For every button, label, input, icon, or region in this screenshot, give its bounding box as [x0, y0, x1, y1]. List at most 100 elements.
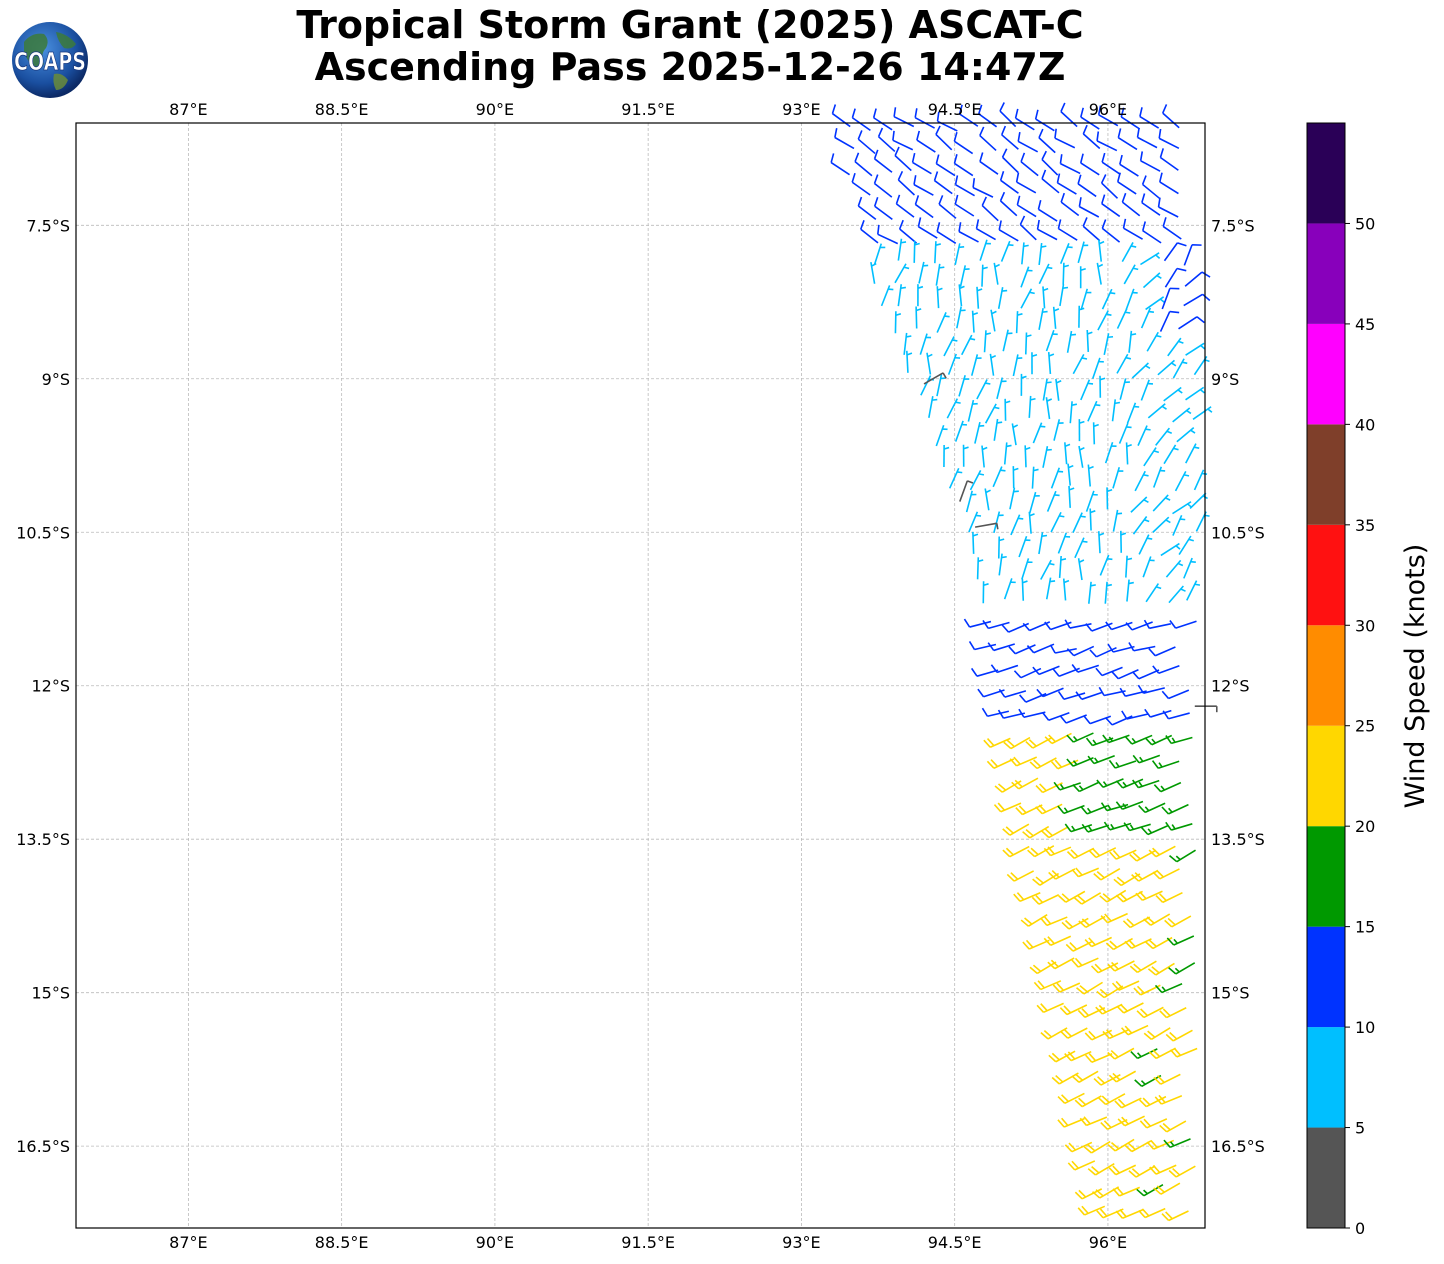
wind-barb [1031, 894, 1060, 905]
wind-barb [1045, 329, 1058, 352]
wind-barb [1043, 935, 1072, 947]
wind-barb [895, 194, 915, 218]
wind-barb [1060, 102, 1078, 128]
wind-barb [1155, 427, 1173, 446]
wind-barb [1121, 192, 1141, 217]
wind-barb [1148, 646, 1176, 657]
wind-barb [1129, 849, 1157, 862]
wind-barb [1125, 288, 1138, 310]
wind-barb [1042, 711, 1070, 721]
wind-barb [918, 261, 929, 284]
wind-barb [1183, 243, 1202, 266]
wind-barb [926, 352, 933, 375]
wind-barb [1042, 286, 1049, 309]
colorbar-bin [1307, 524, 1345, 626]
wind-barb [1139, 107, 1160, 129]
wind-barb [1021, 578, 1028, 601]
wind-barb [981, 196, 999, 222]
wind-barb [1141, 193, 1161, 216]
wind-barb [1042, 378, 1052, 401]
wind-barb [1089, 646, 1117, 658]
wind-barb [1167, 337, 1184, 357]
wind-barb [1040, 916, 1068, 927]
colorbar-tick-label: 15 [1355, 918, 1375, 937]
wind-barb [1141, 221, 1162, 244]
wind-barb [1107, 1138, 1135, 1152]
wind-barb [1040, 1027, 1068, 1040]
wind-barb [1131, 669, 1160, 680]
wind-barb [1025, 736, 1053, 749]
wind-barb [1049, 644, 1077, 654]
wind-barb [972, 531, 979, 554]
map-title: Tropical Storm Grant (2025) ASCAT-C Asce… [0, 4, 1380, 88]
lon-tick-label-bottom: 93°E [782, 1233, 820, 1252]
wind-barb [1121, 242, 1137, 263]
wind-barb [1064, 823, 1093, 833]
wind-barb [1041, 150, 1059, 176]
wind-barb [1115, 890, 1143, 903]
wind-barb [1159, 148, 1179, 171]
wind-barb [1142, 272, 1162, 289]
wind-barb [1013, 667, 1042, 679]
wind-barb [1095, 666, 1123, 677]
wind-barb [1111, 399, 1121, 422]
wind-barb [1106, 487, 1113, 510]
wind-barb [1067, 1160, 1096, 1171]
title-line-1: Tropical Storm Grant (2025) ASCAT-C [296, 3, 1084, 47]
wind-barb [946, 398, 961, 419]
lon-tick-label-bottom: 91.5°E [621, 1233, 675, 1252]
wind-barb [990, 664, 1019, 674]
wind-barb [1128, 642, 1156, 652]
wind-barb [1114, 1097, 1142, 1109]
wind-barb [1152, 664, 1180, 675]
wind-barb [1002, 845, 1030, 858]
wind-barb [1178, 316, 1205, 330]
wind-barb [1059, 714, 1087, 724]
wind-barb [923, 372, 947, 385]
wind-barb [935, 263, 945, 286]
wind-barbs [830, 102, 1218, 1222]
wind-barb [857, 196, 877, 221]
colorbar-bin [1307, 926, 1345, 1028]
wind-barb [936, 286, 943, 309]
colorbar-bin [1307, 1027, 1345, 1128]
wind-barb [984, 488, 991, 511]
wind-barb [959, 480, 974, 502]
wind-barb [958, 222, 979, 243]
wind-barb [1178, 535, 1194, 556]
wind-barb [898, 219, 918, 244]
lon-tick-label-bottom: 88.5°E [315, 1233, 369, 1252]
colorbar-tick-label: 45 [1355, 315, 1375, 334]
wind-barb [1041, 826, 1069, 839]
colorbar-bin [1307, 424, 1345, 525]
wind-barb [998, 688, 1027, 698]
wind-barb [1193, 356, 1210, 376]
wind-barb [1021, 558, 1033, 580]
wind-barb [1078, 445, 1085, 468]
wind-barb [968, 641, 997, 651]
wind-barb [956, 306, 966, 329]
wind-barb [1145, 296, 1165, 311]
wind-barb [999, 171, 1019, 194]
wind-barb [1115, 800, 1144, 810]
wind-barb [1032, 665, 1060, 676]
wind-barb [1042, 446, 1052, 468]
wind-barb [1066, 645, 1095, 657]
title-line-2: Ascending Pass 2025-12-26 14:47Z [314, 45, 1066, 89]
wind-barb [857, 130, 876, 155]
wind-barb [935, 125, 953, 151]
lon-tick-label-bottom: 90°E [476, 1233, 514, 1252]
wind-barb [1071, 1070, 1099, 1083]
wind-barb [1011, 423, 1019, 446]
wind-barb [1113, 873, 1141, 887]
wind-barb [1057, 691, 1086, 701]
wind-barb [1098, 239, 1105, 262]
wind-barb [1132, 754, 1161, 764]
wind-barb [1116, 308, 1131, 329]
wind-barb [1060, 1027, 1088, 1039]
wind-barb [1172, 358, 1188, 379]
wind-barb [1117, 1115, 1145, 1127]
wind-barb [1152, 868, 1180, 880]
wind-barb [1087, 464, 1094, 487]
wind-barb [1161, 803, 1189, 815]
